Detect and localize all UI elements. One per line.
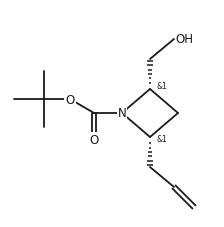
Text: &1: &1 — [156, 135, 167, 144]
Text: O: O — [89, 133, 99, 146]
Text: OH: OH — [175, 33, 193, 46]
Text: &1: &1 — [156, 82, 167, 91]
Text: O: O — [65, 93, 75, 106]
Text: N: N — [118, 107, 126, 120]
